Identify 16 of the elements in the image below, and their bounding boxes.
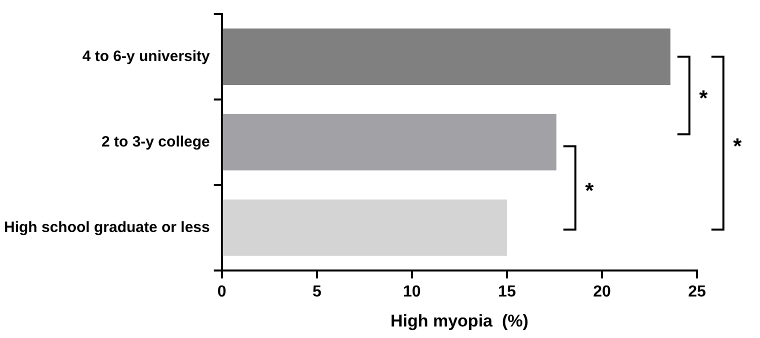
text: * <box>733 133 742 158</box>
y-tick-label: 2 to 3-y college <box>102 133 210 150</box>
x-tick-label: 0 <box>217 283 226 300</box>
x-tick-label: 15 <box>498 283 516 300</box>
y-tick-label: High school graduate or less <box>4 218 210 236</box>
y-tick-label: 4 to 6-y university <box>82 48 211 65</box>
bar <box>222 28 670 85</box>
text: * <box>699 86 708 111</box>
annotation: * <box>585 178 594 203</box>
x-tick-label: 10 <box>403 283 421 300</box>
x-tick-label: 25 <box>688 283 706 300</box>
x-tick-label: 5 <box>312 283 322 300</box>
bar <box>222 199 507 256</box>
bar <box>222 114 556 170</box>
x-axis-title: High myopia (%) <box>390 311 528 330</box>
x-tick-label: 20 <box>593 283 611 300</box>
